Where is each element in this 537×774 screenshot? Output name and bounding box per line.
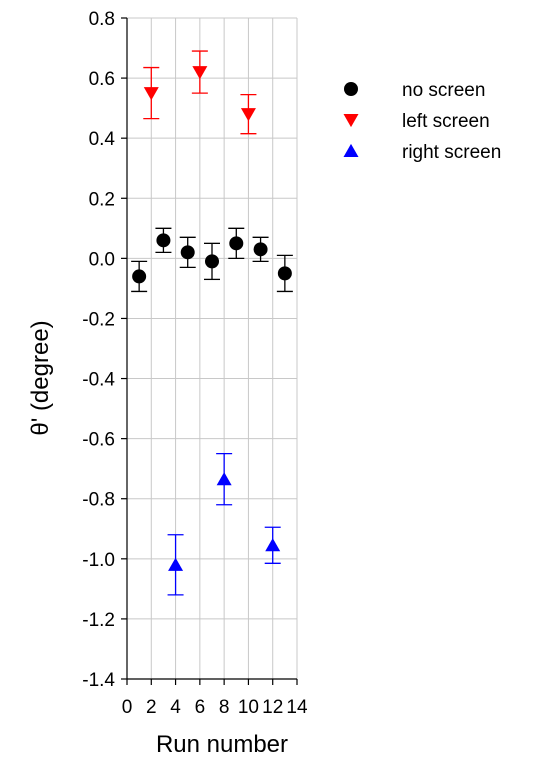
legend-marker-left-screen: [343, 114, 359, 128]
y-tick-label: 0.6: [89, 69, 115, 90]
left-screen-point: [192, 66, 208, 80]
no-screen-point: [205, 254, 219, 269]
left-screen-point: [240, 108, 256, 122]
y-tick-label: 0.2: [89, 189, 115, 210]
y-tick-label: 0.8: [89, 9, 115, 30]
no-screen-point: [180, 245, 195, 260]
legend-marker-right-screen: [343, 143, 359, 157]
right-screen-point: [216, 472, 232, 486]
x-tick-label: 6: [195, 697, 206, 718]
x-tick-label: 14: [286, 697, 308, 718]
legend-label-no-screen: no screen: [402, 80, 485, 101]
axes: 0.8 0.6 0.4 0.2 0.0 -0.2 -0.4 -0.6 -0.8 -1.0 -1.2 -…: [82, 9, 308, 718]
x-tick-label: 10: [238, 697, 259, 718]
x-tick-label: 12: [262, 697, 283, 718]
left-screen-point: [143, 87, 159, 101]
x-tick-label: 2: [146, 697, 157, 718]
legend-label-right-screen: right screen: [402, 142, 501, 163]
legend: no screen left screen right screen: [343, 80, 501, 163]
y-tick-label: -0.2: [82, 309, 115, 330]
x-axis-title: Run number: [156, 731, 288, 758]
grid-lines: [127, 17, 298, 679]
no-screen-point: [156, 233, 171, 248]
no-screen-point: [277, 266, 292, 281]
y-tick-label: -1.2: [82, 610, 115, 631]
x-tick-label: 8: [219, 697, 230, 718]
x-tick-label: 4: [170, 697, 181, 718]
x-tick-label: 0: [122, 697, 133, 718]
y-tick-label: -1.0: [82, 550, 115, 571]
y-tick-label: -1.4: [82, 670, 115, 691]
y-tick-label: -0.6: [82, 430, 115, 451]
y-tick-label: -0.4: [82, 370, 115, 391]
no-screen-point: [229, 236, 244, 251]
y-tick-label: 0.0: [89, 249, 115, 270]
no-screen-point: [253, 242, 268, 257]
no-screen-point: [132, 269, 147, 284]
y-axis-title: θ' (degree): [27, 320, 54, 435]
legend-label-left-screen: left screen: [402, 111, 490, 132]
right-screen-point: [168, 557, 184, 571]
data-marks: [131, 50, 293, 596]
legend-marker-no-screen: [344, 82, 358, 96]
right-screen-point: [265, 538, 281, 552]
y-tick-label: -0.8: [82, 490, 115, 511]
y-tick-label: 0.4: [89, 129, 116, 150]
